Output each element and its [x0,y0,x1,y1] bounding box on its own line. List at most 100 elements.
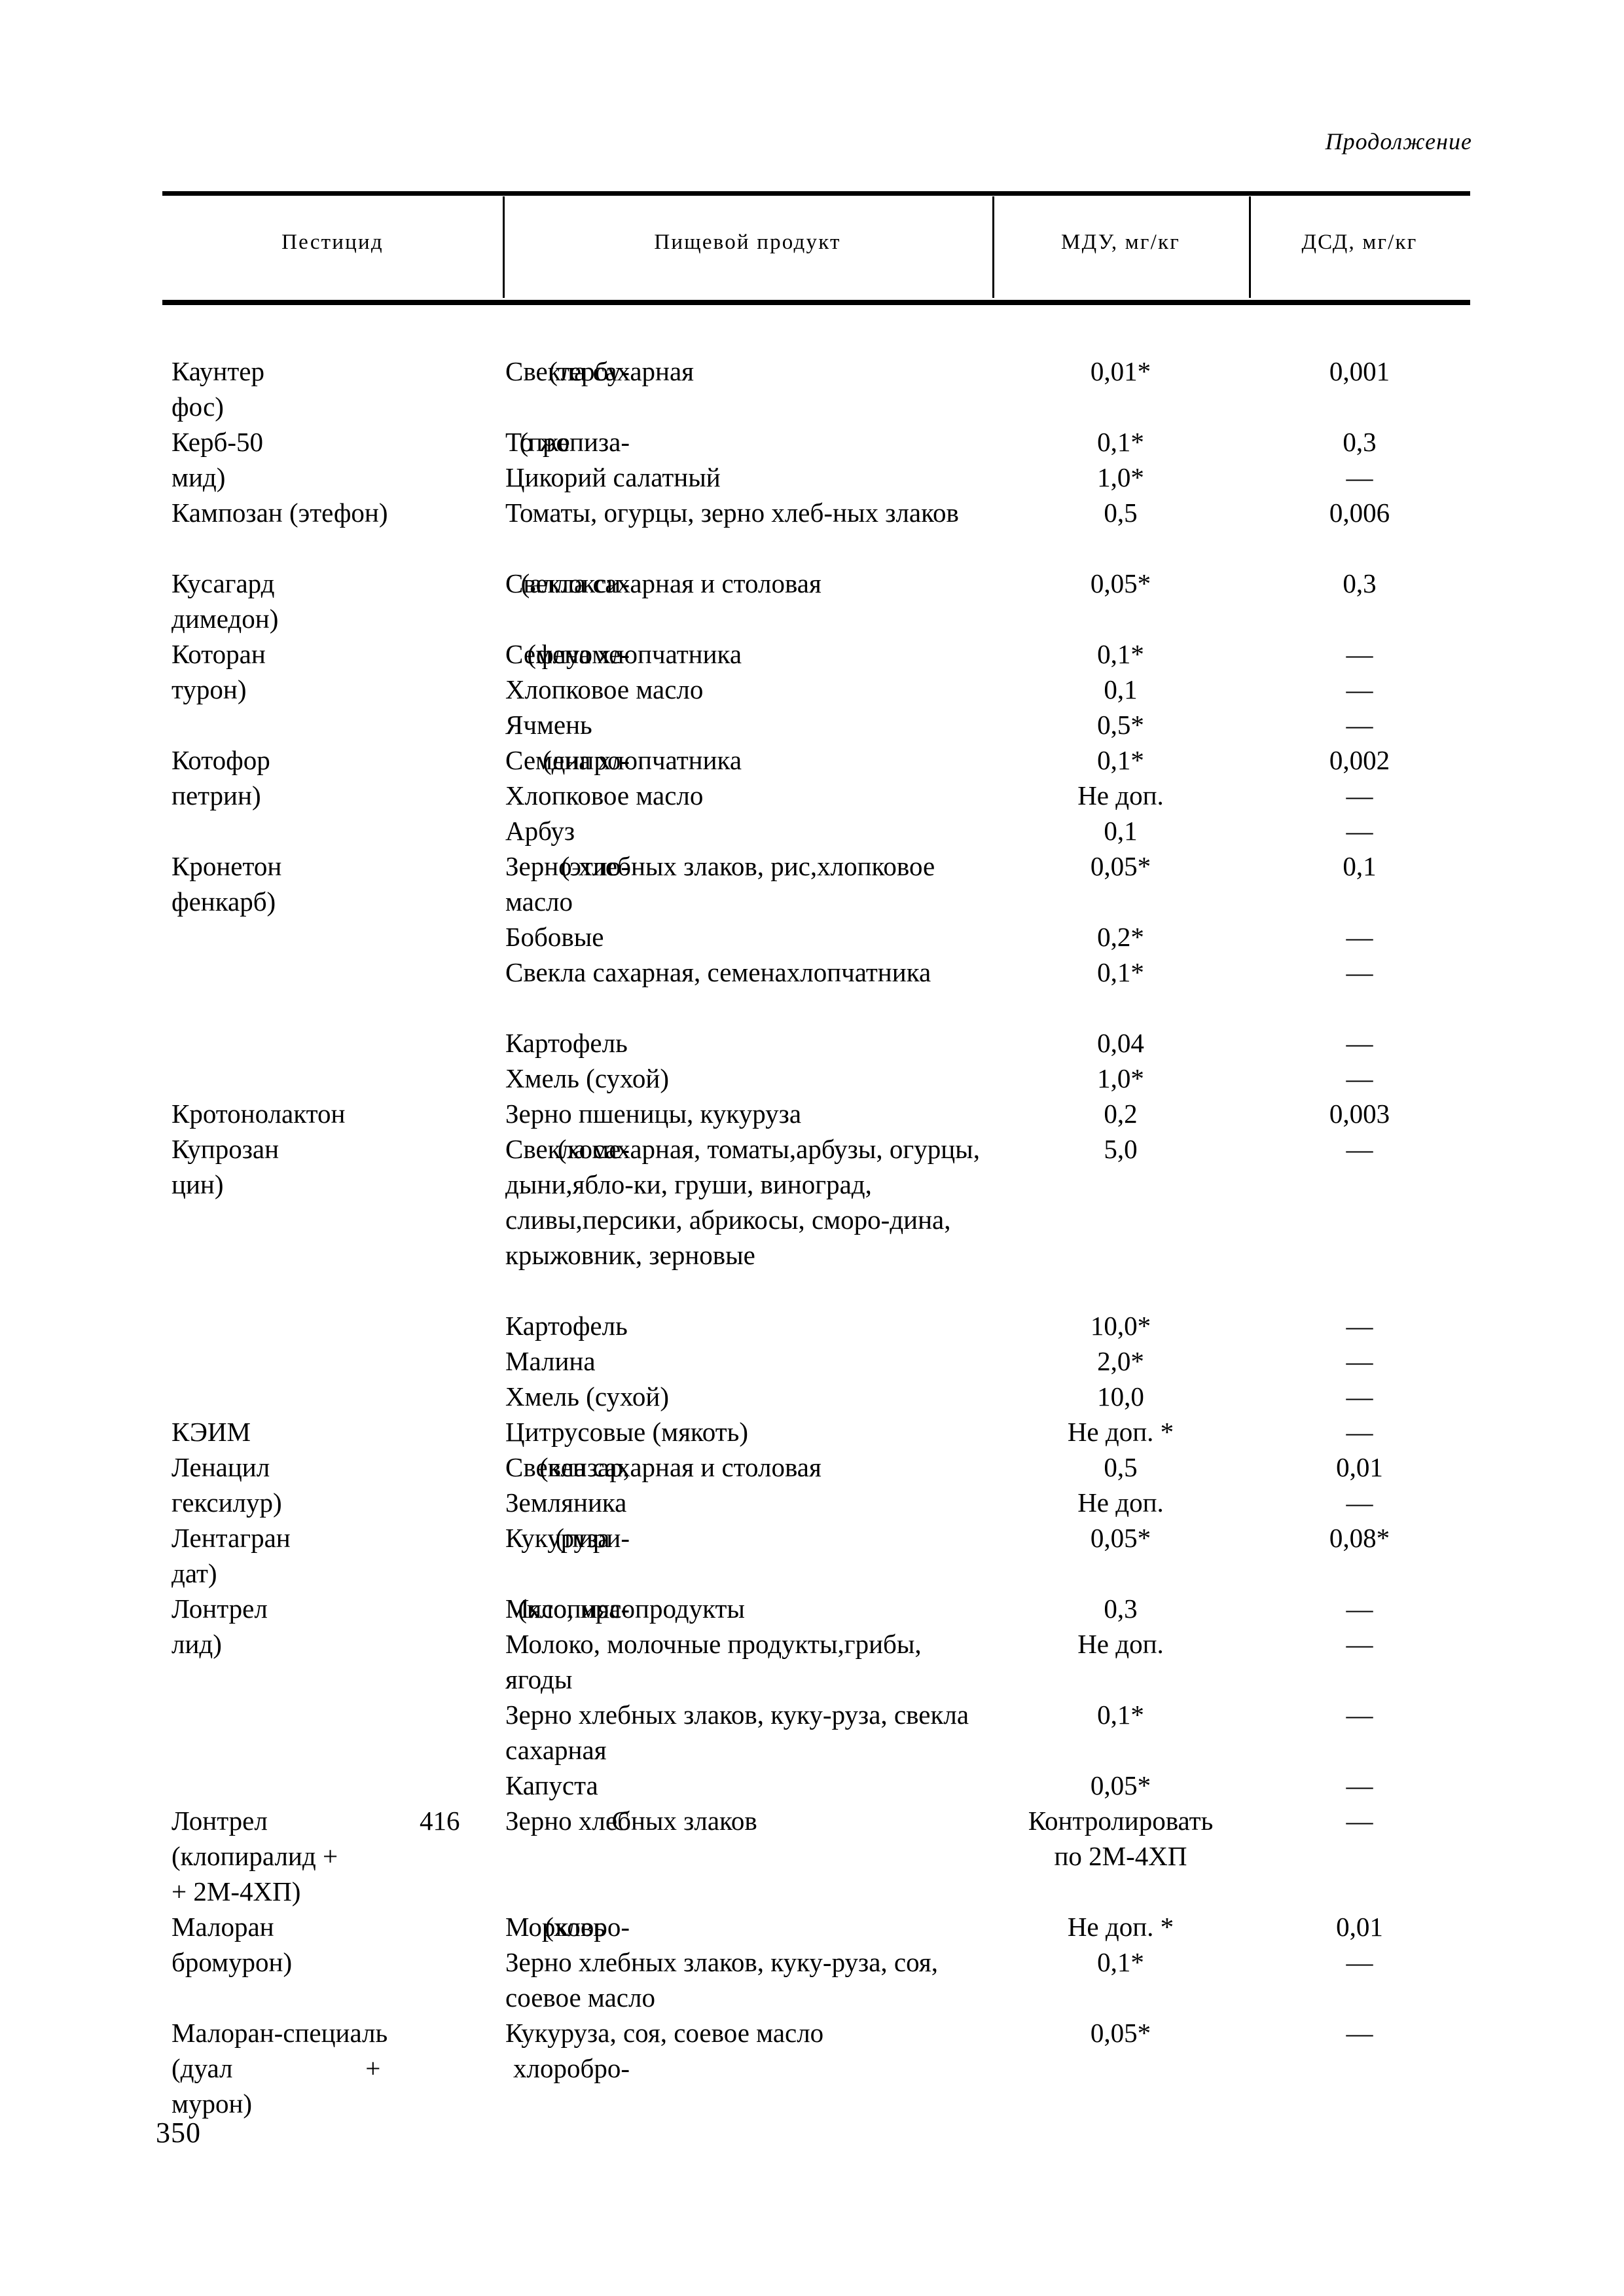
cell-dsd: — [1249,919,1470,955]
text-line: Цитрусовые (мякоть) [505,1417,749,1447]
value-line: — [1346,1770,1373,1800]
cell-dsd: 0,002 [1249,742,1470,778]
cell-food-product: Зерно хлебных злаков, куку-руза, свекла … [505,1697,990,1768]
value-line: — [1346,1311,1373,1341]
text-line: Молоко, молочные продукты, [505,1629,844,1659]
cell-mdu: 1,0* [992,460,1249,495]
cell-pesticide: Лонтрел (клопира-лид) [171,1591,630,1662]
text-line: Арбуз [505,816,575,846]
value-line: — [1346,1806,1373,1836]
value-line: 0,1* [1097,957,1144,987]
cell-dsd: 0,3 [1249,424,1470,460]
cell-dsd: 0,08* [1249,1520,1470,1556]
text-line: Кусагард (аллокси- [171,568,630,598]
text-line: Купрозан (хоме- [171,1134,630,1164]
value-line: 0,1* [1097,639,1144,669]
cell-dsd: 0,3 [1249,566,1470,601]
cell-mdu: 1,0* [992,1061,1249,1096]
cell-pesticide: Лонтрел 416 С (клопиралид + + 2М-4ХП) [171,1803,630,1909]
cell-food-product: Бобовые [505,919,990,955]
cell-mdu: 0,05* [992,1768,1249,1803]
text-line: Кампозан (этефон) [171,498,388,528]
text-line: мид) [171,462,226,492]
text-line: хлопчатника [786,957,931,987]
text-line: Ячмень [505,710,592,740]
value-line: 0,1* [1097,1700,1144,1730]
value-line: 10,0* [1090,1311,1151,1341]
cell-pesticide: Малоран (хлоро-бромурон) [171,1909,630,1980]
cell-mdu: Не доп. * [992,1414,1249,1449]
value-line: — [1346,1417,1373,1447]
text-line: Зерно хлебных злаков, куку- [505,1947,832,1977]
value-line: Не доп. * [1067,1912,1174,1942]
text-line: Цикорий салатный [505,462,721,492]
cell-mdu: 0,3 [992,1591,1249,1626]
value-line: 0,08* [1329,1523,1390,1553]
text-line: Свекла сахарная и столовая [505,1452,821,1482]
cell-pesticide: Кусагард (аллокси-димедон) [171,566,630,636]
text-line: КЭИМ [171,1417,251,1447]
value-line: — [1346,922,1373,952]
cell-pesticide: Малоран-специаль (дуал + хлоробро-мурон) [171,2015,630,2121]
cell-dsd: — [1249,778,1470,813]
text-line: Зерно хлебных злаков, куку- [505,1700,832,1730]
cell-pesticide: Купрозан (хоме-цин) [171,1131,630,1202]
value-line: 0,05* [1090,2018,1151,2048]
value-line: — [1346,1381,1373,1412]
value-line: по 2М-4ХП [1054,1841,1187,1871]
cell-dsd: 0,003 [1249,1096,1470,1131]
cell-food-product: Семена хлопчатника [505,742,990,778]
cell-dsd: — [1249,955,1470,990]
cell-mdu: 10,0* [992,1308,1249,1343]
cell-mdu: 0,2* [992,919,1249,955]
text-line: Кронетон (этио- [171,851,630,881]
value-line: — [1346,1346,1373,1376]
cell-dsd: 0,001 [1249,354,1470,389]
column-header-food-product: Пищевой продукт [654,230,841,254]
cell-dsd: 0,01 [1249,1909,1470,1944]
text-line: Картофель [505,1311,628,1341]
text-line: турон) [171,674,247,704]
value-line: — [1346,710,1373,740]
value-line: — [1346,674,1373,704]
cell-mdu: 0,5 [992,1449,1249,1485]
value-line: 0,05* [1090,568,1151,598]
column-divider-1 [503,196,505,298]
text-line: Хлопковое масло [505,780,704,811]
cell-dsd: — [1249,636,1470,672]
value-line: — [1346,1063,1373,1093]
cell-food-product: Томаты, огурцы, зерно хлеб-ных злаков [505,495,990,530]
cell-dsd: — [1249,2015,1470,2050]
value-line: — [1346,1700,1373,1730]
cell-dsd: — [1249,460,1470,495]
text-line: фос) [171,392,224,422]
text-line: персики, абрикосы, сморо- [582,1205,890,1235]
cell-food-product: Семена хлопчатника [505,636,990,672]
text-line: Зерно пшеницы, кукуруза [505,1099,802,1129]
text-line: + 2М-4ХП) [171,1876,301,1906]
cell-mdu: 0,01* [992,354,1249,389]
cell-dsd: — [1249,1591,1470,1626]
table-top-rule [162,191,1470,196]
cell-mdu: Контролировать по 2М-4ХП [992,1803,1249,1874]
cell-dsd: — [1249,1131,1470,1167]
cell-dsd: — [1249,1626,1470,1662]
value-line: 0,1* [1097,1947,1144,1977]
cell-dsd: — [1249,1414,1470,1449]
text-line: Хмель (сухой) [505,1381,670,1412]
column-header-dsd: ДСД, мг/кг [1301,230,1418,254]
cell-mdu: 0,1* [992,1944,1249,1980]
cell-dsd: — [1249,1379,1470,1414]
cell-pesticide: Кронетон (этио-фенкарб) [171,848,630,919]
cell-mdu: 0,5* [992,707,1249,742]
value-line: 0,05* [1090,1523,1151,1553]
cell-dsd: — [1249,813,1470,848]
cell-pesticide: Ленацил (вензар, гексилур) [171,1449,630,1520]
value-line: — [1346,1487,1373,1518]
cell-food-product: Зерно хлебных злаков, рис,хлопковое масл… [505,848,990,919]
value-line: 0,3 [1104,1594,1138,1624]
text-line: Хмель (сухой) [505,1063,670,1093]
cell-mdu: 0,1* [992,955,1249,990]
text-line: Бобовые [505,922,604,952]
cell-mdu: Не доп. [992,1626,1249,1662]
